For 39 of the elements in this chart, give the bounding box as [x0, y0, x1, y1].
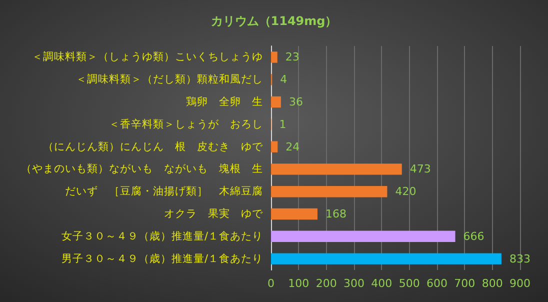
data-label: 420	[395, 185, 416, 198]
data-label: 4	[280, 73, 288, 86]
data-label: 23	[285, 50, 300, 64]
x-tick-label: 700	[454, 277, 476, 290]
y-tick-label: ＜調味料類＞（だし類）顆粒和風だし	[76, 72, 263, 86]
bar	[271, 52, 278, 63]
data-label: 833	[509, 252, 530, 266]
data-label: 473	[410, 162, 431, 176]
y-tick-label: （にんじん類）にんじん 根 皮むき ゆで	[43, 140, 264, 153]
x-tick-label: 900	[510, 277, 530, 290]
data-label: 36	[288, 96, 303, 108]
data-label: 1	[279, 118, 286, 131]
bar	[271, 96, 281, 108]
data-label: 24	[286, 140, 300, 154]
bar	[271, 164, 402, 175]
y-tick-label: オクラ 果実 ゆで	[164, 207, 264, 220]
x-tick-label: 300	[344, 277, 364, 290]
bar	[271, 141, 278, 152]
x-tick-label: 800	[482, 277, 503, 290]
bar	[271, 230, 456, 242]
y-tick-label: （やまのいも類）ながいも ながいも 塊根 生	[21, 162, 263, 176]
y-tick-label: だいず ［豆腐・油揚げ類］ 木綿豆腐	[65, 184, 263, 198]
chart-title: カリウム（1149mg）	[210, 14, 338, 28]
y-tick-label: ＜調味料類＞（しょうゆ類）こいくちしょうゆ	[32, 50, 263, 64]
data-label: 168	[325, 208, 346, 220]
y-tick-label: ＜香辛料類＞しょうが おろし	[109, 117, 263, 130]
x-tick-label: 500	[398, 277, 420, 290]
x-tick-label: 400	[371, 277, 392, 290]
y-tick-label: 鶏卵 全卵 生	[186, 95, 263, 108]
bar	[271, 208, 318, 220]
x-tick-label: 600	[426, 277, 448, 290]
bar	[271, 186, 388, 198]
bar	[271, 253, 502, 264]
x-tick-label: 100	[288, 277, 310, 290]
x-tick-label: 0	[268, 277, 274, 290]
data-label: 666	[463, 230, 484, 243]
y-tick-label: 男子３０～４９（歳）推進量/１食あたり	[61, 252, 263, 265]
y-tick-label: 女子３０～４９（歳）推進量/１食あたり	[61, 229, 263, 242]
x-tick-label: 200	[316, 277, 337, 290]
